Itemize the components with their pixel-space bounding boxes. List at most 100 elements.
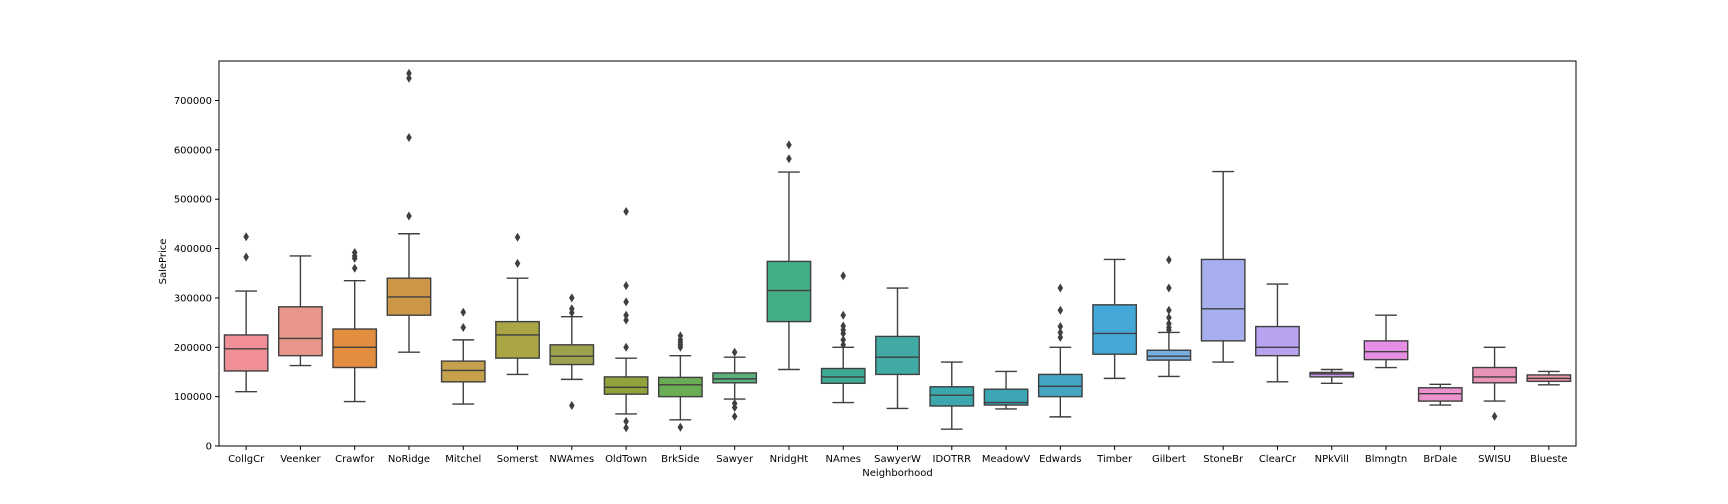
box-iqr: [712, 372, 758, 384]
box-group: [495, 232, 540, 376]
box-group: [657, 331, 703, 432]
x-tick-label: Blmngtn: [1365, 454, 1407, 465]
box-group: [1472, 346, 1517, 421]
outlier-point: [1166, 305, 1172, 315]
box-iqr: [1200, 258, 1246, 342]
outlier-point: [731, 399, 738, 409]
x-axis-label: Neighborhood: [862, 468, 932, 479]
box-iqr: [1037, 373, 1083, 398]
outlier-point: [623, 342, 629, 352]
box-group: [332, 248, 378, 403]
outlier-point: [514, 258, 521, 268]
outlier-point: [569, 304, 575, 314]
x-tick-label: OldTown: [605, 454, 647, 465]
box-group: [1363, 314, 1409, 369]
outlier-point: [1057, 327, 1064, 337]
y-tick-label: 100000: [174, 392, 212, 403]
outlier-point: [840, 321, 847, 331]
box-iqr: [1309, 371, 1355, 378]
outlier-point: [731, 411, 738, 421]
box-group: [1309, 368, 1355, 385]
x-tick-label: Sawyer: [716, 454, 754, 465]
outlier-point: [1166, 255, 1172, 265]
x-tick-label: IDOTRR: [933, 454, 972, 465]
outlier-point: [623, 423, 629, 433]
x-tick-label: BrkSide: [661, 454, 699, 465]
box-iqr: [657, 376, 703, 398]
x-tick-label: SawyerW: [874, 454, 921, 465]
outlier-point: [786, 140, 792, 150]
box-iqr: [223, 334, 269, 372]
outlier-point: [243, 232, 249, 242]
outlier-point: [406, 211, 412, 221]
outlier-point: [677, 422, 684, 432]
y-tick-label: 400000: [174, 244, 212, 255]
box-iqr: [983, 388, 1029, 406]
box-group: [1526, 370, 1572, 386]
outlier-point: [406, 133, 412, 143]
outlier-point: [1166, 283, 1172, 293]
box-iqr: [440, 360, 486, 383]
outlier-point: [1491, 411, 1498, 421]
box-group: [1417, 383, 1463, 406]
y-tick-label: 200000: [174, 343, 212, 354]
outlier-point: [623, 297, 629, 307]
box-group: [1146, 255, 1192, 378]
x-tick-label: NridgHt: [770, 454, 809, 465]
box-group: [766, 140, 812, 371]
outlier-point: [840, 310, 847, 320]
y-tick-label: 700000: [174, 96, 212, 107]
x-tick-label: Blueste: [1530, 454, 1567, 465]
x-tick-label: NAmes: [826, 454, 861, 465]
x-tick-label: MeadowV: [982, 454, 1031, 465]
x-tick-label: Mitchel: [445, 454, 481, 465]
box-group: [1255, 283, 1300, 383]
box-group: [549, 293, 595, 411]
outlier-point: [623, 310, 629, 320]
outlier-point: [351, 248, 358, 258]
box-iqr: [875, 335, 920, 376]
box-iqr: [820, 367, 866, 385]
box-group: [386, 68, 432, 353]
box-iqr: [1472, 366, 1517, 384]
box-group: [983, 370, 1029, 410]
x-tick-label: NPkVill: [1315, 454, 1349, 465]
outlier-point: [460, 307, 467, 317]
x-tick-label: BrDale: [1423, 454, 1457, 465]
outlier-point: [569, 401, 575, 411]
x-tick-label: Gilbert: [1152, 454, 1186, 465]
box-group: [929, 361, 975, 430]
x-axis: CollgCr Veenker Crawfor NoRidge Mitchel Somer…: [228, 446, 1568, 465]
outlier-point: [1166, 319, 1172, 329]
outlier-point: [1057, 322, 1064, 332]
y-tick-label: 600000: [174, 145, 212, 156]
box-group: [603, 207, 649, 433]
y-tick-label: 500000: [174, 195, 212, 206]
x-tick-label: Crawfor: [335, 454, 375, 465]
box-iqr: [1146, 349, 1192, 361]
box-iqr: [1417, 387, 1463, 402]
x-tick-label: NoRidge: [388, 454, 430, 465]
box-iqr: [332, 328, 378, 369]
y-tick-label: 0: [206, 442, 212, 453]
outlier-point: [569, 293, 575, 303]
outlier-point: [514, 232, 521, 242]
box-group: [712, 347, 758, 421]
outlier-point: [1057, 332, 1064, 342]
x-tick-label: Edwards: [1039, 454, 1081, 465]
outlier-point: [1057, 283, 1064, 293]
x-tick-label: Veenker: [280, 454, 321, 465]
box-group: [440, 307, 486, 405]
box-group: [875, 287, 920, 410]
outlier-point: [786, 154, 792, 164]
box-iqr: [278, 306, 323, 357]
outlier-point: [351, 263, 358, 273]
box-group: [820, 271, 866, 404]
y-axis: 0 100000 200000 300000 400000 500000 600000 700…: [174, 96, 219, 453]
outlier-point: [1057, 305, 1064, 315]
outlier-point: [406, 68, 412, 78]
y-axis-label: SalePrice: [158, 239, 169, 285]
box-group: [1200, 170, 1246, 363]
outlier-point: [243, 252, 249, 262]
outlier-point: [623, 315, 629, 325]
